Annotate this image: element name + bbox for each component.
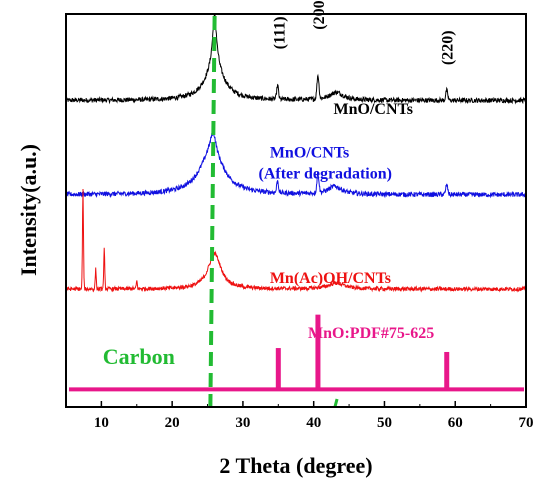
series-line-1 [65,13,527,105]
x-tick-label-10: 10 [94,415,109,431]
peak-label-1: (111) [271,16,288,49]
series-label-1: MnO/CNTs [334,101,413,118]
x-tick-label-60: 60 [448,415,463,431]
reference-peak-2 [315,314,321,390]
series-label-line: MnO/CNTs [270,144,349,161]
y-axis-title: Intensity(a.u.) [16,144,41,276]
x-tick-label-40: 40 [306,415,321,431]
series-line-2 [65,129,527,199]
series-label-line: Mn(Ac)OH/CNTs [270,270,391,287]
reference-peak-1 [275,348,281,390]
x-tick-label-70: 70 [519,415,534,431]
series-label-line: MnO/CNTs [334,101,413,118]
plot-frame [65,13,527,408]
x-tick-label-20: 20 [165,415,180,431]
carbon-tail-mark [333,398,339,408]
series-label-3: Mn(Ac)OH/CNTs [270,270,391,287]
series-line-3 [65,188,527,293]
x-tick-label-50: 50 [377,415,392,431]
x-axis-title: 2 Theta (degree) [219,453,372,478]
carbon-reference-line [208,15,217,408]
reference-label: MnO:PDF#75-625 [308,325,434,342]
peak-label-3: (220) [440,30,457,65]
series-label-line: (After degradation) [258,165,391,182]
x-tick-label-30: 30 [235,415,250,431]
reference-peak-3 [444,351,450,390]
series-label-2: MnO/CNTs (After degradation) [258,144,391,182]
carbon-label: Carbon [103,344,175,369]
